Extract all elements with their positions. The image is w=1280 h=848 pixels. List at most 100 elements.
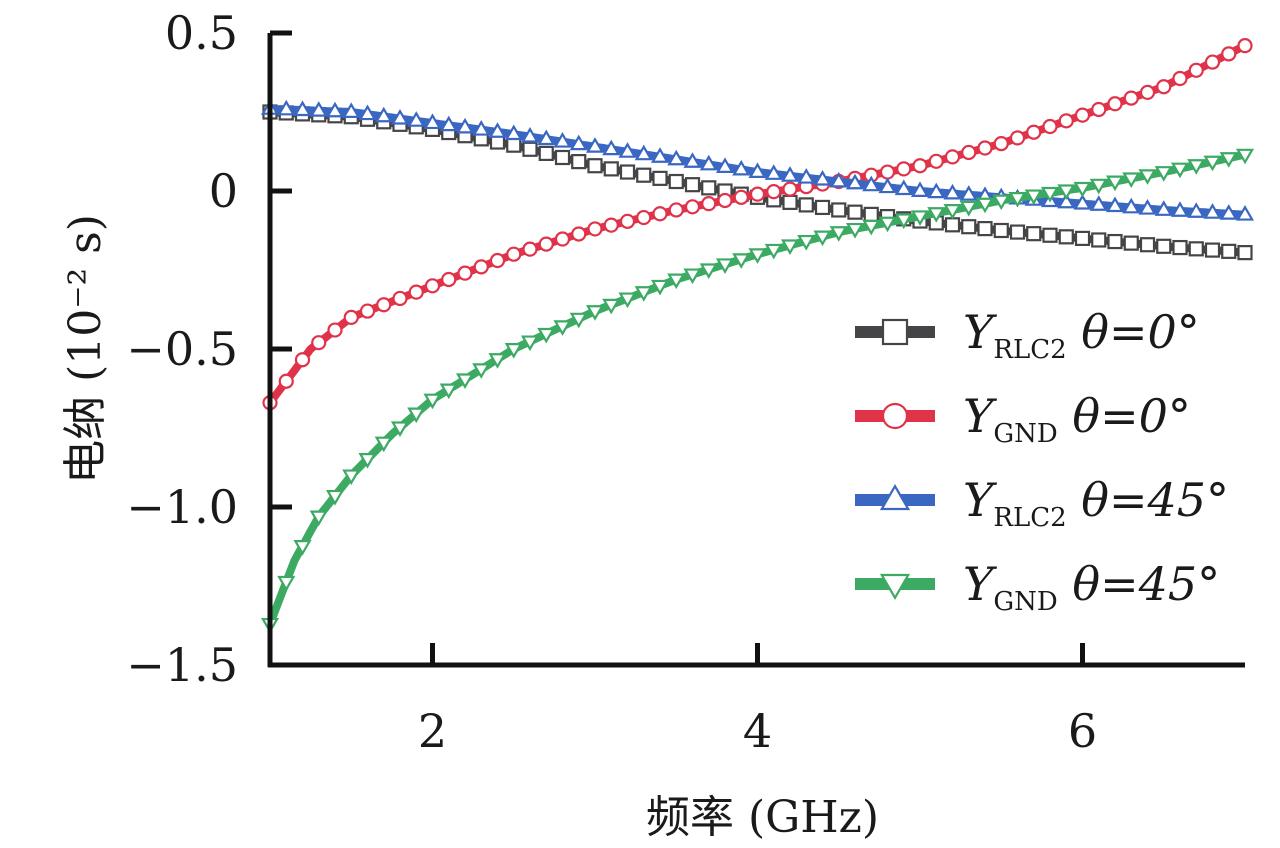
data-point xyxy=(634,144,653,161)
data-point xyxy=(782,181,798,197)
data-point xyxy=(342,469,361,486)
data-point xyxy=(294,352,311,368)
data-point xyxy=(879,164,896,180)
data-point xyxy=(748,162,767,178)
data-point xyxy=(455,373,475,390)
axes: 2 4 6 0.5 0 −0.5 −1.0 −1.5 xyxy=(126,6,1245,758)
data-point xyxy=(1154,200,1173,216)
y-tick-label: −1.0 xyxy=(126,480,238,534)
data-point xyxy=(358,104,377,121)
legend-item: YGND θ=45° xyxy=(855,557,1220,617)
data-point xyxy=(504,343,523,359)
data-point xyxy=(1156,79,1172,95)
data-point xyxy=(553,132,572,148)
data-point xyxy=(780,166,800,182)
data-point xyxy=(553,320,572,336)
data-point xyxy=(376,297,392,313)
data-point xyxy=(831,202,847,218)
data-point xyxy=(683,152,702,168)
data-point xyxy=(554,231,571,247)
data-point xyxy=(977,221,993,237)
data-point xyxy=(847,204,863,220)
data-point xyxy=(1089,195,1108,211)
legend-item: YRLC2 θ=45° xyxy=(855,473,1229,533)
data-point xyxy=(537,129,556,146)
data-point xyxy=(390,421,410,438)
data-point xyxy=(439,383,458,400)
data-point xyxy=(1204,242,1221,258)
data-point xyxy=(878,177,897,194)
data-point xyxy=(1187,159,1206,175)
data-point xyxy=(701,196,717,212)
data-point xyxy=(407,407,426,424)
data-point xyxy=(423,393,442,410)
data-point xyxy=(311,335,327,351)
data-point xyxy=(359,303,376,319)
y-ticks: 0.5 0 −0.5 −1.0 −1.5 xyxy=(126,6,292,692)
data-point xyxy=(325,101,345,118)
data-point xyxy=(1188,241,1204,257)
data-point xyxy=(1091,232,1107,248)
data-point xyxy=(650,147,670,163)
data-point xyxy=(1187,202,1206,218)
data-point xyxy=(797,234,816,251)
data-point xyxy=(699,263,718,280)
data-point xyxy=(1139,237,1156,253)
data-point xyxy=(537,327,556,344)
data-point xyxy=(636,209,652,226)
data-point xyxy=(587,221,603,237)
data-point xyxy=(1219,152,1238,168)
data-point xyxy=(1091,101,1107,118)
data-point xyxy=(1122,172,1141,189)
data-point xyxy=(618,292,637,309)
data-point xyxy=(293,540,312,556)
data-point xyxy=(813,230,832,247)
data-point xyxy=(1009,224,1026,240)
x-tick-label: 2 xyxy=(418,704,447,758)
data-point xyxy=(1138,199,1157,215)
legend-label: YRLC2 θ=0° xyxy=(963,305,1200,365)
data-point xyxy=(684,177,701,193)
data-point xyxy=(1170,201,1190,217)
data-point xyxy=(358,453,377,469)
data-point xyxy=(602,298,621,315)
data-point xyxy=(961,144,977,161)
data-point xyxy=(506,246,522,262)
data-point xyxy=(585,305,605,321)
data-point xyxy=(1107,233,1123,250)
data-point xyxy=(1122,197,1141,214)
data-point xyxy=(390,108,410,125)
data-point xyxy=(325,489,345,506)
data-point xyxy=(975,197,995,214)
data-point xyxy=(407,111,426,127)
data-point xyxy=(506,137,522,153)
data-point xyxy=(845,222,865,239)
data-point xyxy=(618,142,637,158)
data-point xyxy=(1139,84,1156,101)
data-point xyxy=(424,278,441,294)
data-point xyxy=(668,173,684,190)
legend-label: YGND θ=0° xyxy=(963,389,1191,449)
data-point xyxy=(569,312,588,329)
data-point xyxy=(1221,46,1237,62)
data-point xyxy=(764,243,783,260)
data-point xyxy=(993,222,1009,239)
data-point xyxy=(701,180,717,196)
data-point xyxy=(343,309,359,325)
legend: YRLC2 θ=0° YGND θ=0° YRLC2 θ=45° YGND θ=45° xyxy=(855,305,1229,617)
data-point xyxy=(1074,107,1091,123)
data-point xyxy=(457,265,473,281)
data-point xyxy=(1073,193,1092,210)
data-point xyxy=(1026,124,1042,140)
data-point xyxy=(667,273,686,290)
data-point xyxy=(571,226,587,242)
data-point xyxy=(293,100,312,117)
legend-marker xyxy=(881,318,909,346)
legend-marker xyxy=(879,484,911,511)
x-tick-label: 6 xyxy=(1068,704,1097,758)
data-point xyxy=(766,184,782,200)
data-point xyxy=(278,373,294,389)
data-point xyxy=(1237,38,1253,54)
data-point xyxy=(392,290,408,307)
data-point xyxy=(1040,186,1060,203)
